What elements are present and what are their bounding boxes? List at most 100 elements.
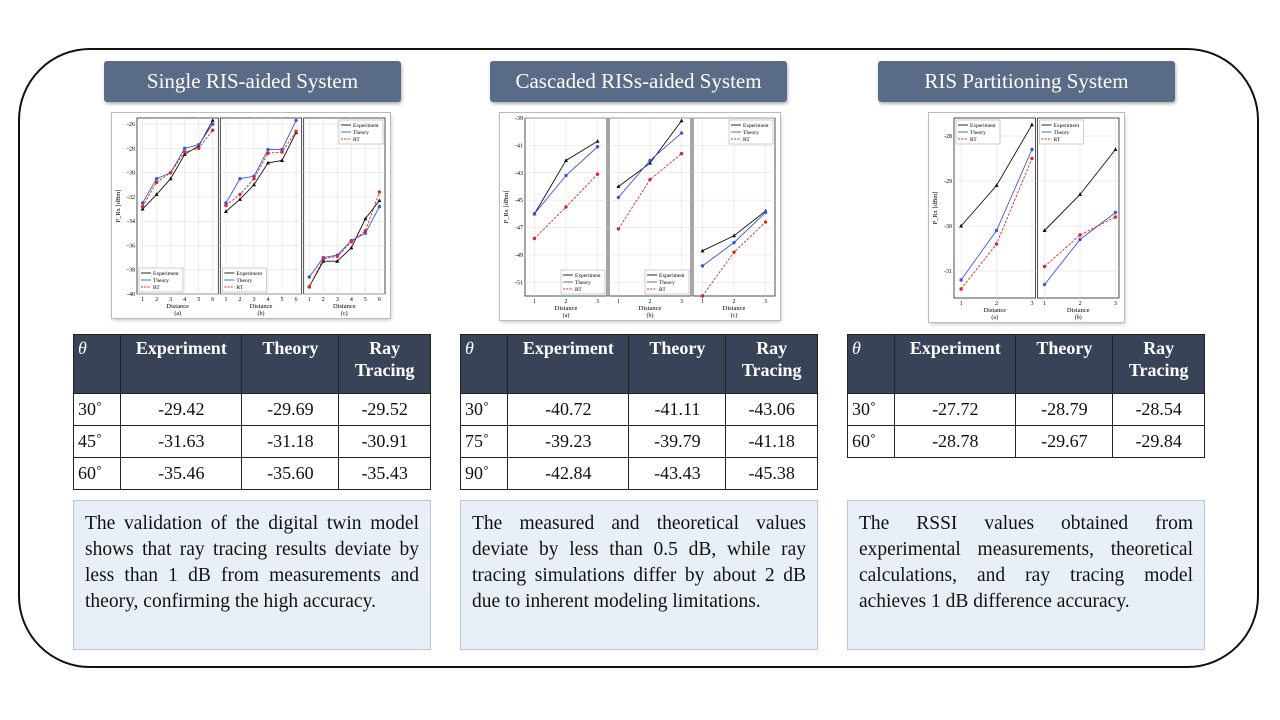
legend-label: RT — [575, 287, 582, 293]
x-tick-label: 2 — [1079, 301, 1082, 307]
series-line — [142, 123, 214, 204]
data-point — [251, 182, 256, 187]
x-tick-label: 1 — [1043, 301, 1046, 307]
table-cell: -30.91 — [338, 425, 431, 458]
table-header-cell: Ray Tracing — [338, 334, 431, 394]
y-axis-label: P_Rx [dBm] — [115, 189, 122, 222]
x-axis-label: Distance — [333, 303, 356, 310]
table-cell: -28.78 — [894, 425, 1017, 458]
y-tick-label: -41 — [515, 143, 523, 149]
data-point — [307, 275, 311, 279]
subplot-caption: (a) — [174, 310, 181, 317]
table-cell: -29.67 — [1015, 425, 1114, 458]
data-point — [1113, 215, 1118, 219]
x-tick-label: 3 — [336, 297, 339, 303]
data-point — [154, 180, 159, 185]
legend-label: Theory — [743, 130, 759, 136]
x-tick-label: 5 — [281, 297, 284, 303]
x-tick-label: 3 — [169, 297, 172, 303]
legend-label: Experiment — [575, 273, 601, 279]
plot-area — [1037, 117, 1120, 299]
x-axis-label: Distance — [166, 303, 189, 310]
data-point — [182, 152, 187, 156]
data-point — [266, 160, 271, 165]
data-point — [140, 204, 145, 209]
data-point — [616, 184, 621, 188]
data-point — [377, 190, 382, 194]
data-point — [616, 227, 621, 231]
data-point — [266, 151, 270, 155]
data-point — [321, 257, 325, 261]
data-point — [732, 240, 736, 245]
legend-label: Experiment — [153, 271, 179, 277]
table-header-cell: θ — [846, 334, 896, 394]
plot-area — [136, 117, 219, 295]
table-header-row: θ Experiment Theory Ray Tracing — [72, 334, 431, 394]
figure: -26-28-30-32-34-36-38-401 2 3 4 5 6Distance(a… — [112, 113, 390, 318]
data-point — [210, 118, 215, 122]
x-tick-label: 2 — [155, 297, 158, 303]
slide-frame — [18, 48, 1259, 668]
legend-label: RT — [236, 285, 243, 291]
legend-label: Theory — [153, 278, 169, 284]
x-tick-label: 3 — [1030, 301, 1033, 307]
data-point — [532, 236, 537, 241]
x-tick-label: 1 — [533, 299, 536, 305]
x-tick-label: 1 — [308, 297, 311, 303]
subplot-caption: (a) — [563, 312, 570, 319]
y-tick-label: -36 — [127, 243, 135, 249]
y-axis-label: P_Rx [dBm] — [932, 191, 939, 224]
x-tick-label: 3 — [764, 299, 767, 305]
data-point — [1042, 264, 1047, 269]
data-point — [1042, 282, 1047, 287]
table-cell: -28.79 — [1015, 393, 1114, 426]
table-cell: -29.42 — [120, 393, 243, 426]
results-table: θ Experiment Theory Ray Tracing 30˚ -29.42 -29… — [72, 334, 431, 490]
data-point — [211, 128, 215, 132]
data-point — [140, 206, 145, 211]
plot-area — [953, 117, 1036, 299]
data-point — [564, 158, 568, 162]
data-point — [294, 118, 298, 123]
legend-label: Theory — [236, 278, 252, 284]
table-row: 30˚ -40.72 -41.11 -43.06 — [459, 393, 818, 426]
data-point — [238, 192, 242, 197]
legend-label: Experiment — [970, 123, 996, 129]
x-tick-label: 1 — [141, 297, 144, 303]
results-table: θ Experiment Theory Ray Tracing 30˚ -27.72 -28… — [846, 334, 1205, 458]
data-point — [363, 229, 368, 233]
data-point — [994, 228, 999, 233]
subplot-caption: (a) — [991, 314, 998, 321]
x-tick-label: 6 — [378, 297, 381, 303]
data-point — [1078, 192, 1083, 196]
x-tick-label: 2 — [322, 297, 325, 303]
table-cell: -41.11 — [628, 393, 727, 426]
panel-title: RIS Partitioning System — [878, 61, 1175, 102]
y-tick-label: -38 — [127, 268, 135, 274]
table-cell: 30˚ — [459, 393, 509, 426]
y-tick-label: -31 — [944, 269, 952, 275]
series-line — [142, 129, 214, 207]
data-point — [763, 210, 768, 215]
data-point — [307, 285, 311, 289]
x-axis-label: Distance — [250, 303, 273, 310]
data-point — [140, 201, 145, 205]
table-cell: -35.46 — [120, 457, 243, 490]
x-tick-label: 4 — [267, 297, 270, 303]
x-axis-label: Distance — [639, 305, 662, 312]
data-point — [959, 287, 963, 291]
table-header-cell: Ray Tracing — [1112, 334, 1205, 394]
summary-text: The validation of the digital twin model… — [73, 500, 431, 650]
summary-text: The measured and theoretical values devi… — [460, 500, 818, 650]
subplot-caption: (c) — [341, 310, 348, 317]
data-point — [377, 204, 382, 209]
data-point — [363, 231, 368, 236]
plot-area — [303, 117, 386, 295]
panel-title: Single RIS-aided System — [104, 61, 401, 102]
table-cell: -39.79 — [628, 425, 727, 458]
data-point — [252, 176, 256, 181]
data-point — [211, 122, 215, 126]
data-point — [595, 145, 600, 149]
data-point — [224, 201, 228, 205]
series-line — [225, 132, 297, 212]
